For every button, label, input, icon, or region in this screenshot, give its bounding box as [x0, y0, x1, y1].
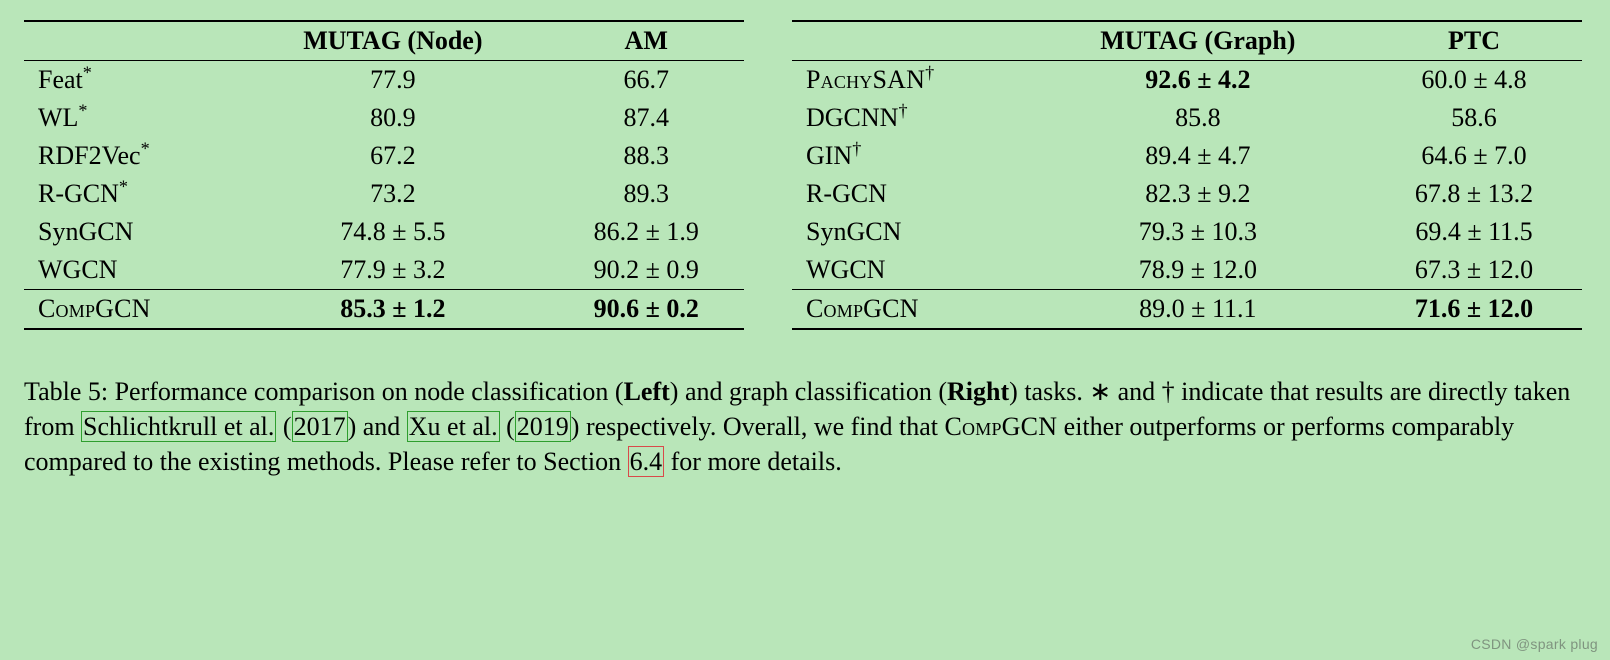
value-cell: 74.8 ± 5.5: [237, 213, 548, 251]
value-cell: 73.2: [237, 175, 548, 213]
value-cell: 71.6 ± 12.0: [1366, 290, 1582, 330]
value-cell: 79.3 ± 10.3: [1030, 213, 1366, 251]
table-row: WGCN77.9 ± 3.290.2 ± 0.9: [24, 251, 744, 290]
col-header: AM: [548, 21, 744, 61]
method-cell: Feat*: [24, 61, 237, 100]
citation-year-link[interactable]: 2019: [515, 411, 571, 442]
method-cell: CompGCN: [792, 290, 1030, 330]
citation-link[interactable]: Xu et al.: [407, 411, 500, 442]
caption-text: (: [500, 412, 515, 441]
value-cell: 82.3 ± 9.2: [1030, 175, 1366, 213]
value-cell: 87.4: [548, 99, 744, 137]
left-table: MUTAG (Node) AM Feat*77.966.7WL*80.987.4…: [24, 20, 744, 330]
value-cell: 89.3: [548, 175, 744, 213]
method-cell: SynGCN: [792, 213, 1030, 251]
table-row: WL*80.987.4: [24, 99, 744, 137]
caption-text: respectively. Overall, we find that: [579, 412, 944, 441]
method-cell: R-GCN: [792, 175, 1030, 213]
col-header: PTC: [1366, 21, 1582, 61]
caption-compgcn: CompGCN: [945, 412, 1058, 441]
table-row: SynGCN79.3 ± 10.369.4 ± 11.5: [792, 213, 1582, 251]
table-row: SynGCN74.8 ± 5.586.2 ± 1.9: [24, 213, 744, 251]
col-header-empty: [792, 21, 1030, 61]
citation-link[interactable]: Schlichtkrull et al.: [81, 411, 276, 442]
value-cell: 66.7: [548, 61, 744, 100]
table-caption: Table 5: Performance comparison on node …: [24, 374, 1586, 479]
value-cell: 86.2 ± 1.9: [548, 213, 744, 251]
caption-text: and: [356, 412, 407, 441]
table-header-row: MUTAG (Graph) PTC: [792, 21, 1582, 61]
method-cell: CompGCN: [24, 290, 237, 330]
value-cell: 67.3 ± 12.0: [1366, 251, 1582, 290]
value-cell: 85.3 ± 1.2: [237, 290, 548, 330]
col-header: MUTAG (Node): [237, 21, 548, 61]
table-row: WGCN78.9 ± 12.067.3 ± 12.0: [792, 251, 1582, 290]
method-cell: WGCN: [24, 251, 237, 290]
value-cell: 90.2 ± 0.9: [548, 251, 744, 290]
value-cell: 88.3: [548, 137, 744, 175]
method-cell: RDF2Vec*: [24, 137, 237, 175]
table-row: DGCNN†85.858.6: [792, 99, 1582, 137]
caption-text: Performance comparison on node classific…: [108, 377, 624, 406]
value-cell: 64.6 ± 7.0: [1366, 137, 1582, 175]
citation-year-link[interactable]: 2017: [292, 411, 348, 442]
value-cell: 89.0 ± 11.1: [1030, 290, 1366, 330]
right-table: MUTAG (Graph) PTC PachySAN†92.6 ± 4.260.…: [792, 20, 1582, 330]
value-cell: 92.6 ± 4.2: [1030, 61, 1366, 100]
table-row: Feat*77.966.7: [24, 61, 744, 100]
col-header-empty: [24, 21, 237, 61]
table-row-last: CompGCN85.3 ± 1.290.6 ± 0.2: [24, 290, 744, 330]
method-cell: DGCNN†: [792, 99, 1030, 137]
value-cell: 69.4 ± 11.5: [1366, 213, 1582, 251]
table-row-last: CompGCN89.0 ± 11.171.6 ± 12.0: [792, 290, 1582, 330]
table-header-row: MUTAG (Node) AM: [24, 21, 744, 61]
table-row: PachySAN†92.6 ± 4.260.0 ± 4.8: [792, 61, 1582, 100]
value-cell: 78.9 ± 12.0: [1030, 251, 1366, 290]
method-cell: R-GCN*: [24, 175, 237, 213]
value-cell: 67.8 ± 13.2: [1366, 175, 1582, 213]
value-cell: 89.4 ± 4.7: [1030, 137, 1366, 175]
caption-left-bold: Left: [624, 377, 670, 406]
value-cell: 90.6 ± 0.2: [548, 290, 744, 330]
value-cell: 77.9: [237, 61, 548, 100]
table-row: GIN†89.4 ± 4.764.6 ± 7.0: [792, 137, 1582, 175]
value-cell: 85.8: [1030, 99, 1366, 137]
caption-text: ) and graph classification (: [670, 377, 947, 406]
section-ref-link[interactable]: 6.4: [628, 446, 665, 477]
method-cell: PachySAN†: [792, 61, 1030, 100]
value-cell: 77.9 ± 3.2: [237, 251, 548, 290]
method-cell: WL*: [24, 99, 237, 137]
value-cell: 67.2: [237, 137, 548, 175]
watermark: CSDN @spark plug: [1471, 636, 1598, 652]
table-row: R-GCN82.3 ± 9.267.8 ± 13.2: [792, 175, 1582, 213]
table-row: R-GCN*73.289.3: [24, 175, 744, 213]
table-row: RDF2Vec*67.288.3: [24, 137, 744, 175]
method-cell: SynGCN: [24, 213, 237, 251]
method-cell: WGCN: [792, 251, 1030, 290]
tables-container: MUTAG (Node) AM Feat*77.966.7WL*80.987.4…: [24, 20, 1586, 330]
col-header: MUTAG (Graph): [1030, 21, 1366, 61]
caption-label: Table 5:: [24, 377, 108, 406]
method-cell: GIN†: [792, 137, 1030, 175]
value-cell: 80.9: [237, 99, 548, 137]
value-cell: 58.6: [1366, 99, 1582, 137]
value-cell: 60.0 ± 4.8: [1366, 61, 1582, 100]
caption-text: ): [348, 412, 357, 441]
caption-text: for more details.: [664, 447, 842, 476]
caption-text: (: [276, 412, 291, 441]
caption-right-bold: Right: [947, 377, 1009, 406]
